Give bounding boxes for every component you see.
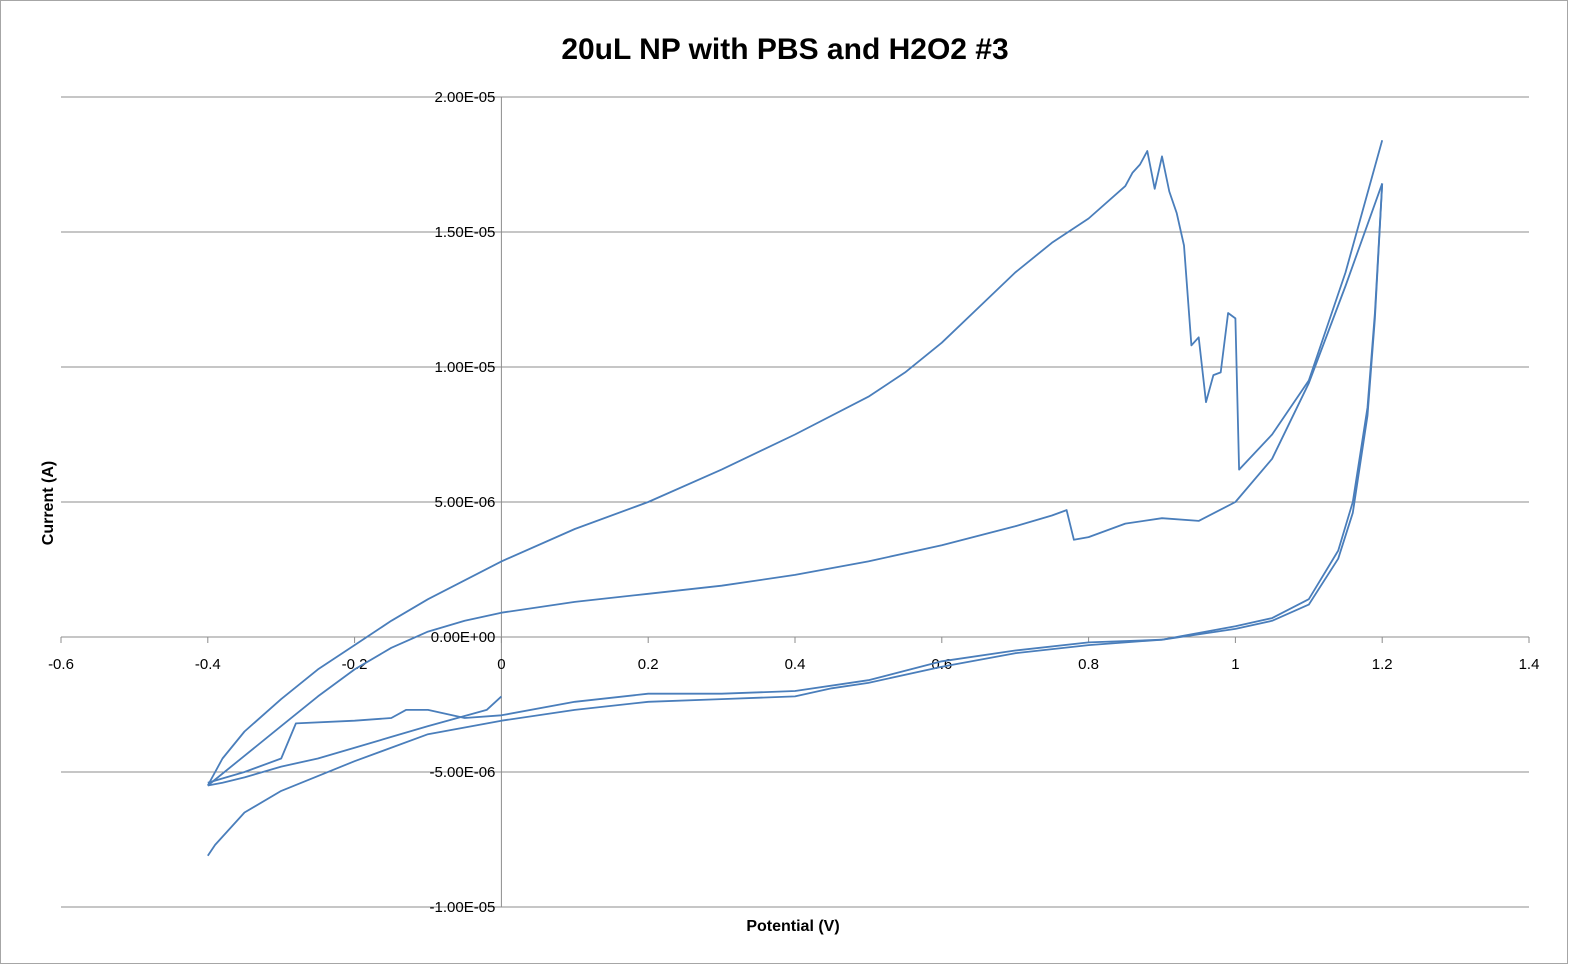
series-group	[207, 139, 1384, 857]
x-tick-label-10: 1.4	[1519, 656, 1540, 673]
x-tick-label-5: 0.4	[785, 656, 806, 673]
x-tick-label-0: -0.6	[48, 656, 74, 673]
series-line-3	[207, 183, 1384, 857]
series-line-2	[207, 139, 1384, 786]
x-axis-title: Potential (V)	[746, 918, 839, 935]
x-tick-label-1: -0.4	[195, 656, 221, 673]
series-line-4	[207, 183, 1384, 787]
y-axis-title: Current (A)	[40, 461, 57, 545]
x-tick-label-7: 0.8	[1078, 656, 1099, 673]
y-tick-label-4: 1.00E-05	[435, 359, 496, 376]
y-tick-label-3: 5.00E-06	[435, 494, 496, 511]
y-tick-label-6: 2.00E-05	[435, 89, 496, 106]
y-tick-label-5: 1.50E-05	[435, 224, 496, 241]
series-line-5	[207, 183, 1384, 784]
chart-title: 20uL NP with PBS and H2O2 #3	[561, 33, 1008, 66]
x-tick-label-3: 0	[497, 656, 505, 673]
y-tick-label-2: 0.00E+00	[431, 629, 496, 646]
x-tick-label-4: 0.2	[638, 656, 659, 673]
x-tick-label-2: -0.2	[342, 656, 368, 673]
y-tick-labels: -1.00E-05 -5.00E-06 0.00E+00 5.00E-06 1.00E-…	[430, 89, 496, 916]
y-tick-label-1: -5.00E-06	[430, 764, 496, 781]
x-tick-labels: -0.6 -0.4 -0.2 0 0.2 0.4 0.6 0.8 1 1.2 1.4	[48, 656, 1539, 673]
gridlines	[61, 96, 1529, 908]
series-line-1	[207, 695, 503, 787]
axes	[60, 96, 1530, 908]
chart-svg: 20uL NP with PBS and H2O2 #3 -1.00E-05 -5…	[40, 33, 1539, 935]
chart-frame: 20uL NP with PBS and H2O2 #3 -1.00E-05 -5…	[0, 0, 1568, 964]
y-tick-label-0: -1.00E-05	[430, 899, 496, 916]
x-tick-label-9: 1.2	[1372, 656, 1393, 673]
x-tick-label-8: 1	[1231, 656, 1239, 673]
